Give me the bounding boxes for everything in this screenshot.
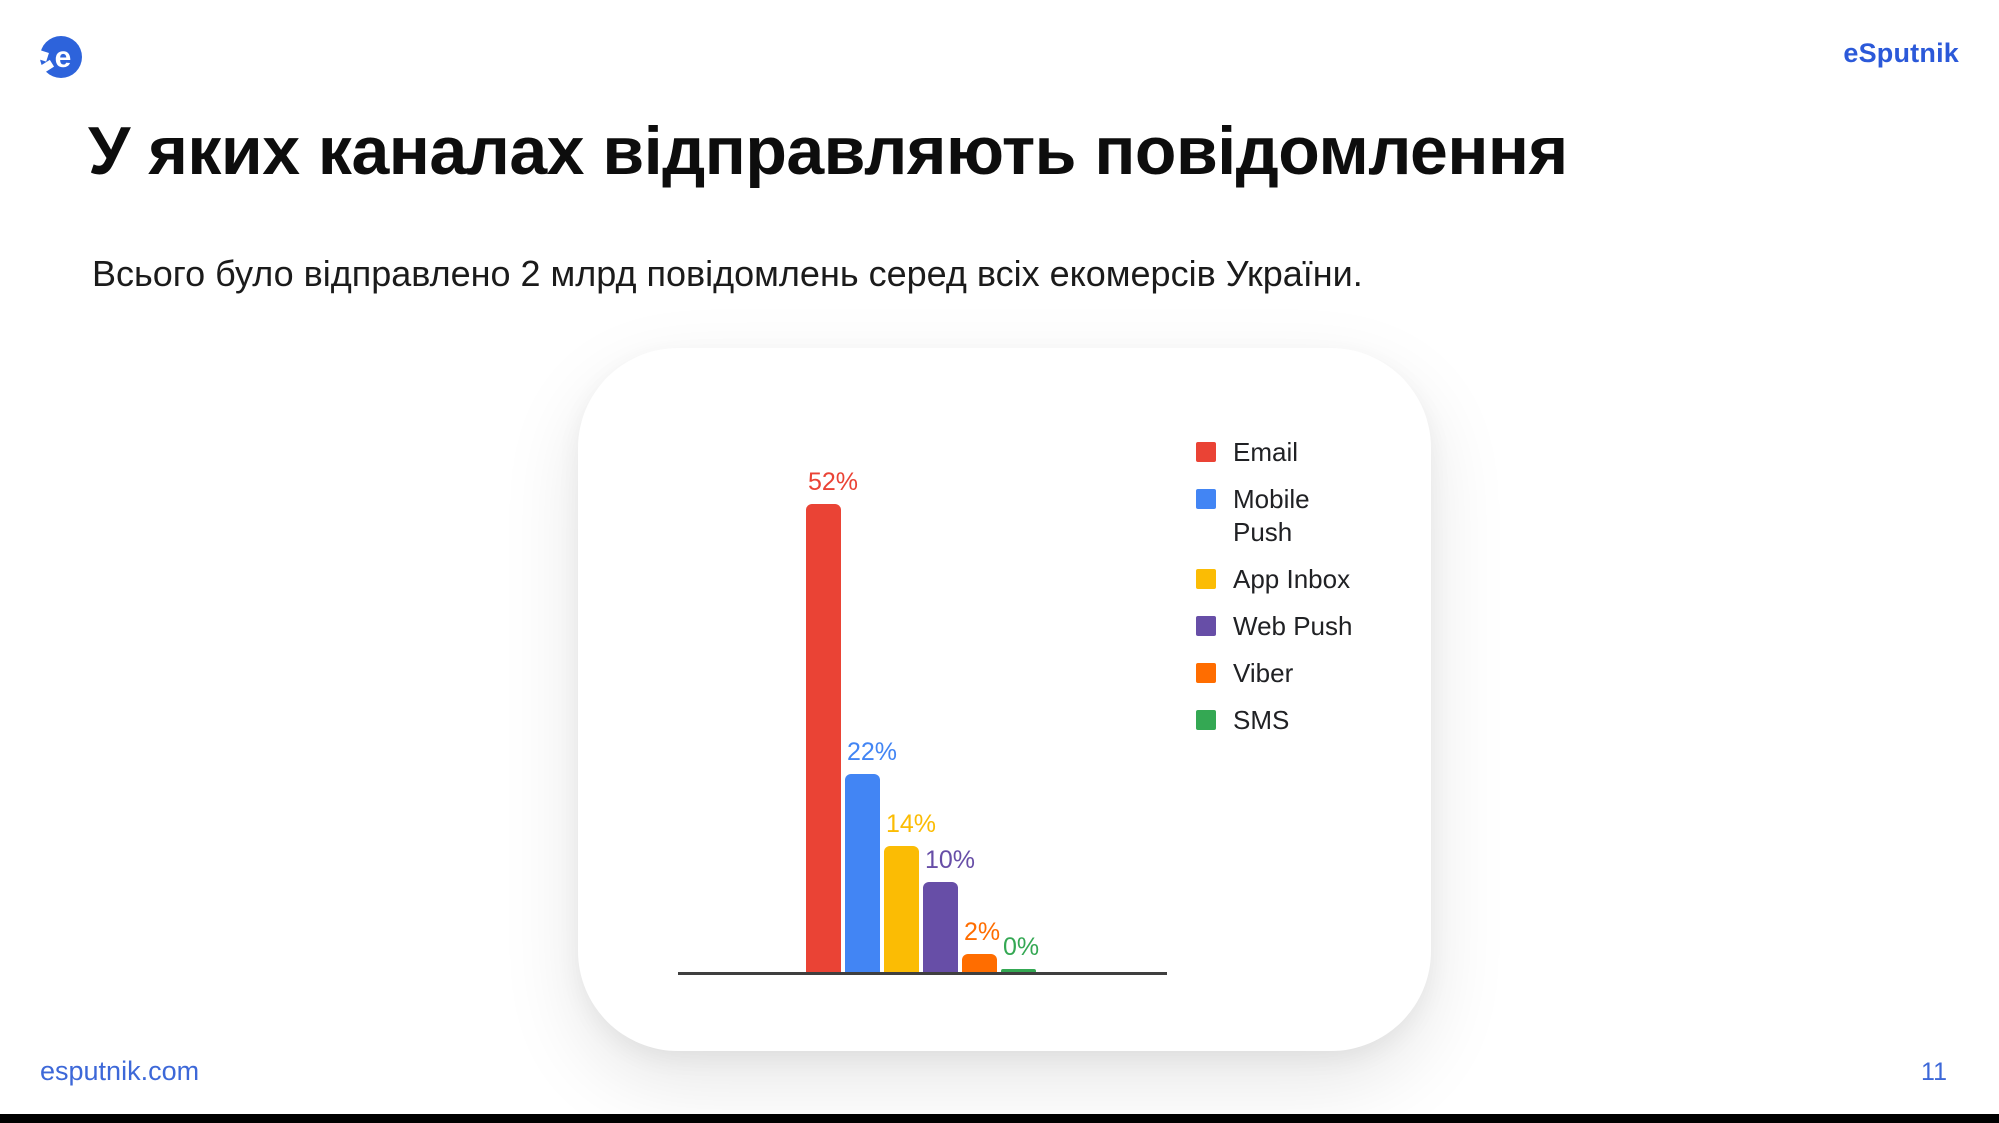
bar-value-label-web-push: 10% [925,846,976,874]
legend-item-viber: Viber [1196,657,1352,690]
legend-label-sms: SMS [1233,705,1290,735]
bar-mobile-push [845,774,880,972]
legend-label-web-push: Web Push [1233,611,1353,641]
legend-swatch-sms [1196,710,1216,730]
chart-plot: 52% 22% 14% 10% 2% 0% [578,348,1431,1051]
legend-swatch-mobile-push [1196,489,1216,509]
bar-sms [1001,969,1036,972]
legend-swatch-app-inbox [1196,569,1216,589]
legend-item-sms: SMS [1196,704,1352,737]
legend-swatch-viber [1196,663,1216,683]
bar-web-push [923,882,958,972]
bar-value-label-viber: 2% [964,918,1001,946]
legend-item-mobile-push: Mobile Push [1196,483,1352,549]
chart-card: 52% 22% 14% 10% 2% 0% Email Mobile Push App Inbo… [578,348,1431,1051]
bar-app-inbox [884,846,919,972]
bar-value-label-email: 52% [808,468,859,496]
bottom-bar [0,1114,1999,1123]
legend-item-web-push: Web Push [1196,610,1352,643]
legend-swatch-web-push [1196,616,1216,636]
legend-item-email: Email [1196,436,1352,469]
legend-item-app-inbox: App Inbox [1196,563,1352,596]
legend-label-viber: Viber [1233,658,1294,688]
legend-label-email: Email [1233,437,1299,467]
page-number: 11 [1921,1058,1947,1086]
legend-label-mobile-push: Mobile Push [1233,484,1310,547]
logo-letter: e [55,41,72,74]
bar-value-label-mobile-push: 22% [847,738,898,766]
brand-text: eSputnik [1843,38,1959,68]
bar-value-label-app-inbox: 14% [886,810,937,838]
bar-email [806,504,841,972]
page-subtitle: Всього було відправлено 2 млрд повідомле… [92,253,1363,294]
esputnik-logo-icon: e [38,36,82,78]
footer-site-link[interactable]: esputnik.com [40,1056,200,1086]
legend-swatch-email [1196,442,1216,462]
x-axis-line [678,972,1167,975]
page-title: У яких каналах відправляють повідомлення [88,113,1568,189]
legend-label-app-inbox: App Inbox [1233,564,1351,594]
chart-legend: Email Mobile Push App Inbox Web Push Viber SMS [1196,436,1352,737]
bar-value-label-sms: 0% [1003,933,1040,961]
bar-viber [962,954,997,972]
